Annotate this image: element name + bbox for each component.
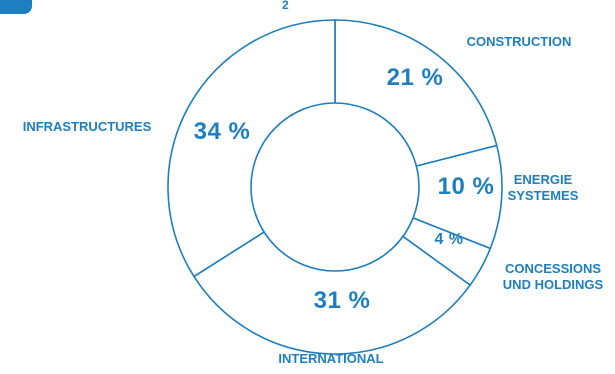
header-subscript: 2 xyxy=(282,0,289,12)
category-label-construction: CONSTRUCTION xyxy=(467,34,572,49)
value-label-construction: 21 % xyxy=(387,64,444,91)
value-labels-group: 21 % 10 % 4 % 31 % 34 % xyxy=(194,64,495,314)
value-label-international: 31 % xyxy=(314,287,371,314)
category-label-energie-systemes: ENERGIE SYSTEMES xyxy=(508,172,579,203)
donut-hole xyxy=(250,102,420,272)
value-label-energie-systemes: 10 % xyxy=(438,173,495,200)
value-label-infrastructures: 34 % xyxy=(194,118,251,145)
header-fragment xyxy=(0,0,32,14)
category-label-concessions-und-holdings: CONCESSIONS UND HOLDINGS xyxy=(503,261,604,292)
category-labels-group: CONSTRUCTION ENERGIE SYSTEMES CONCESSIONS UN… xyxy=(23,34,604,366)
value-label-concessions-und-holdings: 4 % xyxy=(434,231,463,248)
category-label-international: INTERNATIONAL xyxy=(278,351,383,366)
category-label-infrastructures: INFRASTRUCTURES xyxy=(23,119,152,134)
